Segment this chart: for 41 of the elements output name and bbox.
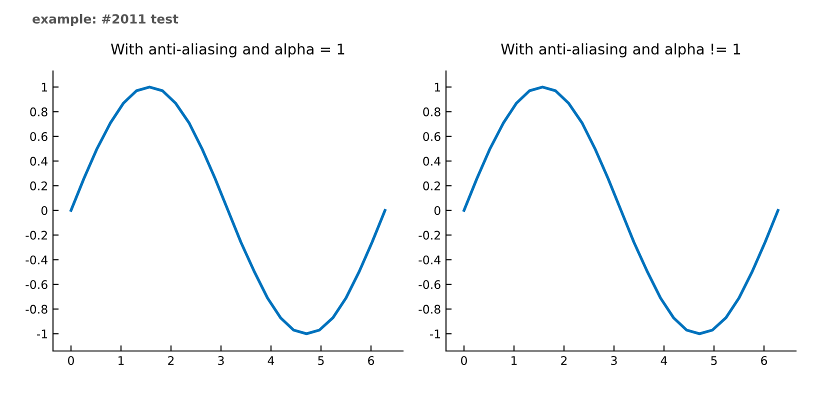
y-tick-label: -0.2 xyxy=(26,230,47,240)
x-tick-label: 2 xyxy=(561,356,567,365)
x-tick-label: 6 xyxy=(368,356,374,365)
x-tick-label: 3 xyxy=(218,356,224,365)
x-tick-label: 3 xyxy=(611,356,617,365)
y-tick-label: 1 xyxy=(434,82,440,92)
x-tick-label: 4 xyxy=(660,356,668,365)
y-tick-label: 0 xyxy=(434,206,440,216)
y-tick-label: 1 xyxy=(42,82,48,92)
x-tick-label: 2 xyxy=(168,356,174,365)
y-tick-label: -1 xyxy=(36,330,48,338)
y-tick-label: 0.6 xyxy=(30,132,48,142)
y-tick-label: 0.6 xyxy=(423,132,440,142)
y-tick-label: -0.8 xyxy=(418,304,440,314)
line-series xyxy=(70,86,386,336)
y-tick-label: -0.4 xyxy=(418,255,440,264)
line-series xyxy=(462,86,780,336)
y-tick-label: -1 xyxy=(430,330,440,338)
chart-title: With anti-aliasing and alpha != 1 xyxy=(501,43,740,58)
x-tick-label: 4 xyxy=(268,356,274,365)
y-tick-label: -0.8 xyxy=(26,304,48,314)
x-tick-label: 6 xyxy=(761,356,768,365)
y-tick-label: -0.6 xyxy=(418,280,440,290)
y-tick-label: 0.4 xyxy=(30,156,48,166)
y-tick-label: -0.2 xyxy=(418,230,440,240)
chart-title: With anti-aliasing and alpha = 1 xyxy=(111,43,344,58)
text: example: #2011 test xyxy=(32,14,178,26)
x-tick-label: 5 xyxy=(318,356,324,365)
x-tick-label: 1 xyxy=(118,356,124,365)
y-tick-label: 0.2 xyxy=(30,181,47,190)
x-tick-label: 0 xyxy=(461,356,467,365)
y-tick-label: 0.4 xyxy=(423,156,440,166)
y-tick-label: 0.8 xyxy=(30,107,48,116)
y-tick-label: 0 xyxy=(41,206,48,216)
x-tick-label: 1 xyxy=(512,356,517,365)
x-tick-label: 5 xyxy=(711,356,717,365)
x-tick-label: 0 xyxy=(68,356,74,365)
y-tick-label: 0.2 xyxy=(423,181,440,190)
y-tick-label: -0.6 xyxy=(26,280,48,290)
y-tick-label: -0.4 xyxy=(26,255,48,264)
y-tick-label: 0.8 xyxy=(423,107,440,116)
